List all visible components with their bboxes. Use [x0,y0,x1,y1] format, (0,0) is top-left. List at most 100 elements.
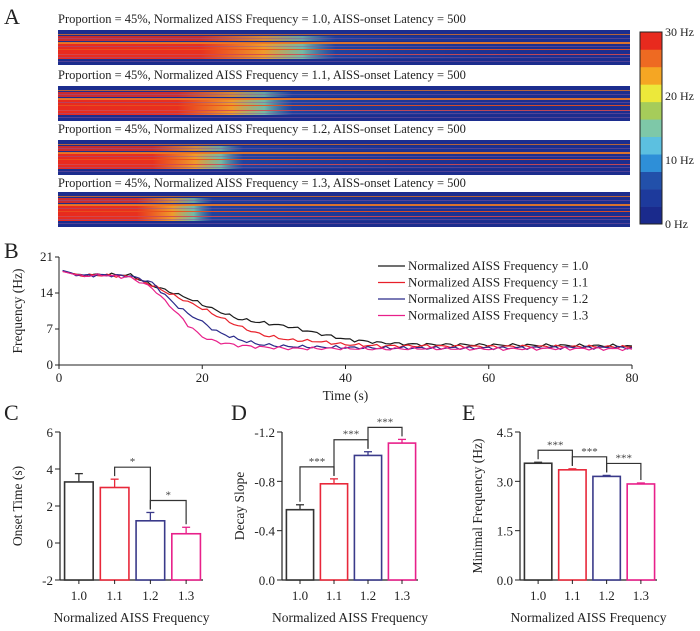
colorbar-segment [640,49,662,68]
y-axis-label: Minimal Frequency (Hz) [470,439,485,574]
y-tick-label: -1.2 [254,425,275,440]
heatmap-decay-band [58,99,630,115]
colorbar-segment [640,101,662,120]
colorbar-tick-label: 0 Hz [665,217,688,231]
x-tick-label: 1.1 [107,588,123,603]
heatmap-title: Proportion = 45%, Normalized AISS Freque… [58,122,466,136]
heatmap-stripe [58,144,630,145]
heatmap-stripe [58,159,630,160]
bar-1.0 [523,462,553,581]
bar-1.2 [353,454,383,581]
x-tick-label: 80 [626,370,639,385]
x-tick-label: 1.3 [394,588,410,603]
heatmap-line [58,167,630,168]
bar-1.1 [319,482,349,581]
significance-label: *** [377,416,394,428]
heatmap-stripe [58,216,630,217]
panel-c-bar-chart: -2 0 2 4 6 1.0 1.1 1.2 1.3 * * Normalized AISS Freq… [10,425,210,625]
significance-label: *** [581,446,598,458]
x-tick-label: 1.0 [71,588,87,603]
heatmap-stripe [58,54,630,55]
y-axis-label: Decay Slope [232,472,247,541]
x-tick-label: 60 [482,370,495,385]
x-tick-label: 1.0 [530,588,546,603]
heatmap-stripe [58,110,630,111]
colorbar-segment [640,32,662,50]
heatmap-4 [58,192,630,227]
heatmap-line [58,113,630,114]
x-tick-label: 40 [339,370,352,385]
bar-1.2 [135,519,166,581]
bar-1.1 [557,469,587,581]
colorbar-segment [640,119,662,138]
colorbar-segment [640,84,662,103]
series-line-4 [62,270,633,352]
y-tick-label: 2 [47,499,54,514]
y-tick-label: 6 [47,425,54,440]
panel-d-bar-chart: 0.0 -0.4 -0.8 -1.2 1.0 1.1 1.2 1.3 *** *** *** Norm… [232,416,428,625]
heatmap-stripe [58,196,630,197]
significance-label: *** [616,452,633,464]
colorbar-tick-label: 20 Hz [665,89,694,103]
x-tick-label: 1.3 [633,588,649,603]
colorbar-segment [640,154,662,172]
colorbar-segment [640,136,662,155]
y-tick-label: 7 [47,321,54,336]
y-tick-label: -0.4 [254,524,275,539]
y-axis-label: Onset Time (s) [10,466,25,546]
panel-letter-a: A [4,4,20,29]
panel-b-line-chart: 0 20 40 60 80 0 7 14 21 Time (s) Frequency (Hz) Nor… [10,249,639,403]
panel-letter-d: D [231,400,247,425]
bar-1.3 [626,483,656,581]
heatmap-stripe [58,98,630,100]
significance-bracket [114,466,151,510]
bar-1.0 [63,481,94,581]
y-axis-label: Frequency (Hz) [10,268,25,353]
heatmap-decay-band [58,43,630,59]
heatmap-line [58,223,630,224]
y-tick-label: 0 [47,357,54,372]
y-tick-label: 14 [40,285,54,300]
bar-1.0 [285,508,315,581]
y-tick-label: 0 [47,536,54,551]
heatmap-stripe [58,164,630,165]
colorbar-frame [639,31,663,225]
significance-label: * [166,489,172,501]
x-axis-label: Time (s) [323,388,369,403]
heatmap-line [58,94,630,95]
y-tick-label: 0.0 [497,573,513,588]
heatmap-line [58,38,630,39]
heatmap-title: Proportion = 45%, Normalized AISS Freque… [58,12,466,26]
heatmap-line [58,219,630,220]
panel-e-bar-chart: 0.0 1.5 3.0 4.5 1.0 1.1 1.2 1.3 *** *** *** Normali… [470,425,667,625]
x-axis-label: Normalized AISS Frequency [272,610,428,625]
heatmap-line [58,57,630,58]
y-tick-label: 0.0 [259,573,275,588]
heatmap-stripe [58,90,630,91]
significance-bracket [606,462,642,480]
bar-1.3 [171,532,202,581]
x-axis-label: Normalized AISS Frequency [511,610,667,625]
x-tick-label: 0 [56,370,63,385]
panel-letter-e: E [462,400,475,425]
x-tick-label: 20 [196,370,209,385]
y-tick-label: -0.8 [254,474,275,489]
heatmap-line [58,208,630,209]
heatmap-line [58,61,630,62]
bar-1.1 [99,486,130,581]
panel-letter-b: B [4,238,19,263]
x-tick-label: 1.1 [564,588,580,603]
legend-label: Normalized AISS Frequency = 1.0 [408,258,588,273]
panel-a-heatmaps: Proportion = 45%, Normalized AISS Freque… [58,12,694,231]
heatmap-1 [58,30,630,65]
y-tick-label: 4 [47,462,54,477]
y-tick-label: 4.5 [497,425,513,440]
significance-label: * [130,456,136,468]
bar-1.3 [387,442,417,581]
colorbar-tick-label: 10 Hz [665,153,694,167]
heatmap-decay-band [58,205,630,221]
heatmap-stripe [58,105,630,106]
bar-1.2 [592,475,622,581]
legend-label: Normalized AISS Frequency = 1.1 [408,275,588,290]
